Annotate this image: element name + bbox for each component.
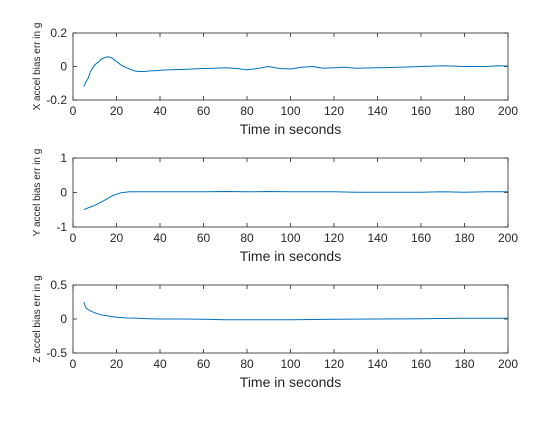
y-x-tick-label: 140 [367,231,387,245]
x-plot-area [72,32,509,101]
z-x-tick-label: 120 [324,357,344,371]
y-y-tick-label: 1 [60,151,67,165]
y-x-tick-label: 180 [454,231,474,245]
x-x-tick-label: 100 [280,104,300,118]
y-bias-error-line [83,191,508,211]
y-x-tick-label: 120 [324,231,344,245]
x-x-tick-label: 180 [454,104,474,118]
x-x-tick-label: 120 [324,104,344,118]
z-x-tick-label: 40 [153,357,167,371]
y-plot-area [72,157,509,228]
y-x-tick-label: 80 [240,231,254,245]
z-x-tick-label: 140 [367,357,387,371]
x-x-tick-label: 20 [110,104,124,118]
x-y-tick-label: -0.2 [46,93,67,107]
z-y-tick-label: 0.5 [50,278,67,292]
y-y-tick-label: -1 [56,220,67,234]
z-bias-error-line [83,301,508,321]
y-x-tick-label: 60 [197,231,211,245]
z-y-tick-label: 0 [60,312,67,326]
y-x-tick-label: 40 [153,231,167,245]
z-x-tick-label: 180 [454,357,474,371]
z-x-tick-label: 160 [411,357,431,371]
x-x-tick-label: 80 [240,104,254,118]
y-x-axis-label: Time in seconds [240,248,341,264]
y-x-tick-label: 200 [498,231,518,245]
x-x-tick-label: 60 [197,104,211,118]
x-x-axis-label: Time in seconds [240,121,341,137]
z-x-tick-label: 80 [240,357,254,371]
y-y-tick-label: 0 [60,186,67,200]
x-accel-plot: 0 20 40 60 80 100 120 140 160 180 200-0.200.2Time … [32,23,518,137]
x-x-tick-label: 0 [70,104,77,118]
x-y-tick-label: 0.2 [50,26,67,40]
x-x-tick-label: 40 [153,104,167,118]
x-y-tick-label: 0 [60,60,67,74]
z-x-axis-label: Time in seconds [240,374,341,390]
y-y-axis-label: Y accel bias err in g [32,149,43,237]
x-x-tick-label: 200 [498,104,518,118]
x-x-tick-label: 160 [411,104,431,118]
z-accel-plot: 0 20 40 60 80 100 120 140 160 180 200-0.500.5Time … [32,275,518,390]
z-x-tick-label: 20 [110,357,124,371]
z-x-tick-label: 200 [498,357,518,371]
z-x-tick-label: 100 [280,357,300,371]
z-y-axis-label: Z accel bias err in g [32,275,43,362]
x-y-axis-label: X accel bias err in g [32,23,43,111]
y-x-tick-label: 160 [411,231,431,245]
y-x-tick-label: 100 [280,231,300,245]
z-x-tick-label: 0 [70,357,77,371]
z-x-tick-label: 60 [197,357,211,371]
z-y-tick-label: -0.5 [46,346,67,360]
y-x-tick-label: 0 [70,231,77,245]
x-x-tick-label: 140 [367,104,387,118]
y-x-tick-label: 20 [110,231,124,245]
x-bias-error-line [83,56,509,87]
